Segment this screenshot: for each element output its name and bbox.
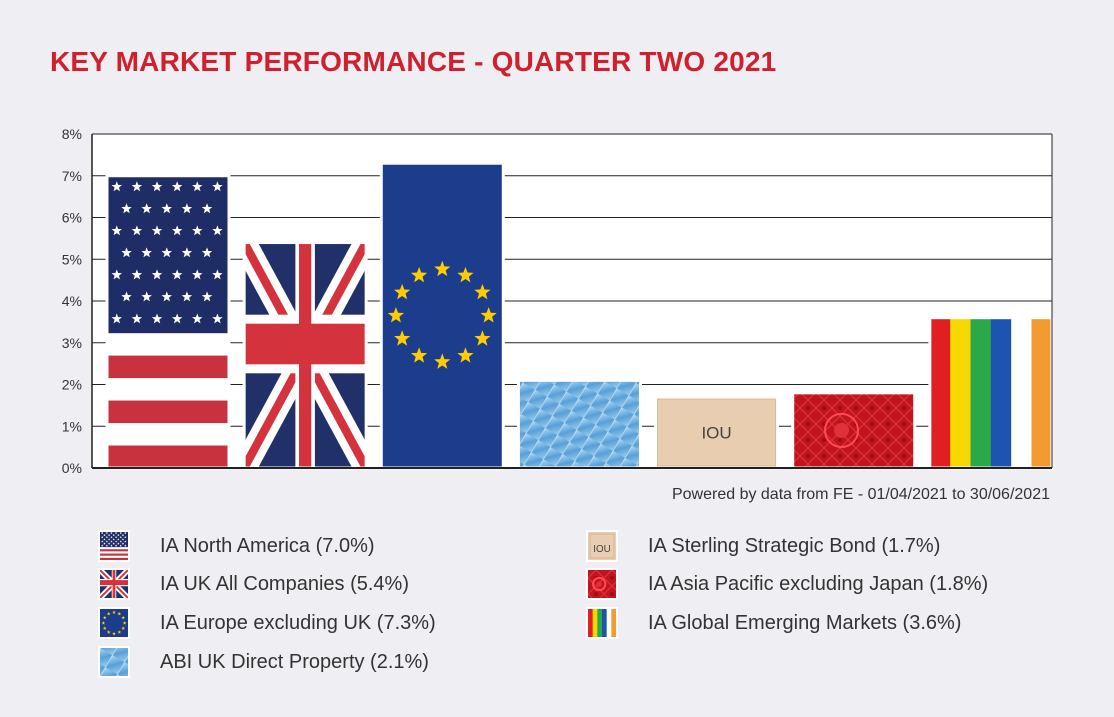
asia-pattern-icon [586,568,618,600]
bar [242,241,368,470]
y-tick-label: 5% [62,251,82,267]
chart-title: KEY MARKET PERFORMANCE - QUARTER TWO 202… [50,46,777,77]
legend-label: IA Europe excluding UK (7.3%) [160,611,436,634]
y-tick-label: 7% [62,168,82,184]
iou-icon: IOU [586,530,618,562]
legend-label: IA Global Emerging Markets (3.6%) [648,611,962,634]
rainbow-icon [586,607,618,639]
legend-label: IA UK All Companies (5.4%) [160,572,409,595]
y-tick-label: 8% [62,126,82,142]
iou-label: IOU [701,424,731,443]
bar [928,316,1054,470]
bar [516,378,642,470]
y-tick-label: 4% [62,293,82,309]
y-tick-label: 2% [62,377,82,393]
us-flag-icon [98,530,130,562]
bar: IOU [654,395,780,470]
legend-label: IA Asia Pacific excluding Japan (1.8%) [648,572,989,595]
y-tick-label: 3% [62,335,82,351]
y-tick-label: 0% [62,460,82,476]
bar [791,391,917,470]
legend-label: IA Sterling Strategic Bond (1.7%) [648,534,941,557]
uk-flag-icon [98,568,130,600]
y-tick-label: 6% [62,210,82,226]
legend-item: ABI UK Direct Property (2.1%) [98,645,429,679]
bar [379,161,505,470]
bar-chart: IOU 0% 1% 2% 3% 4% 5% 6% 7% 8% [62,126,1054,476]
legend-item: IOU IA Sterling Strategic Bond (1.7%) [586,529,940,563]
legend-item: IA Global Emerging Markets (3.6%) [586,606,961,640]
legend-label: IA North America (7.0%) [160,534,375,557]
building-icon [98,646,130,678]
eu-flag-icon [98,607,130,639]
y-tick-label: 1% [62,418,82,434]
legend-item: IA UK All Companies (5.4%) [98,567,409,601]
data-source-note: Powered by data from FE - 01/04/2021 to … [671,486,1050,503]
legend-item: IA Europe excluding UK (7.3%) [98,606,436,640]
bar [105,174,231,470]
legend-label: ABI UK Direct Property (2.1%) [160,650,429,673]
legend-item: IA Asia Pacific excluding Japan (1.8%) [586,567,988,601]
iou-label: IOU [593,544,610,555]
legend-item: IA North America (7.0%) [98,529,375,563]
